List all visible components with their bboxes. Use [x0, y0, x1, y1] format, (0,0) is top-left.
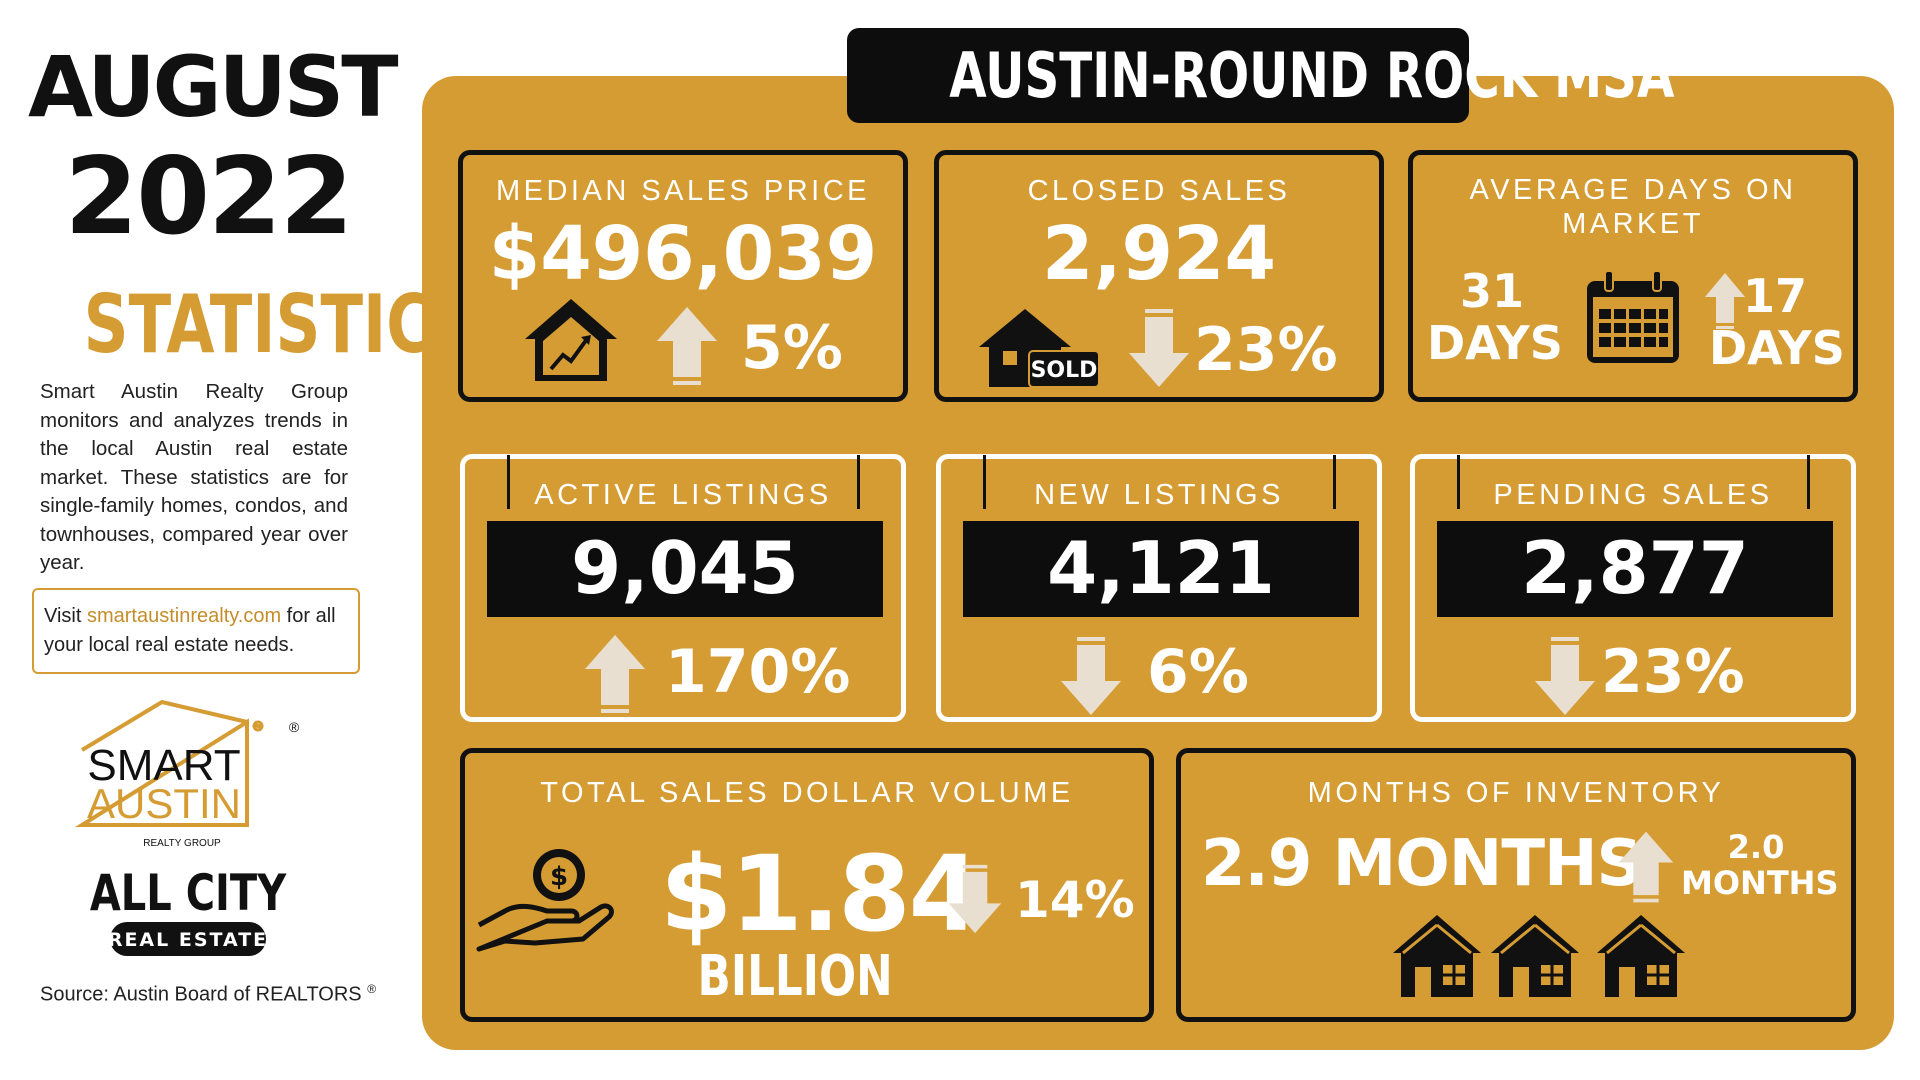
closed-label: CLOSED SALES — [1027, 175, 1291, 207]
statistics-title: STATISTICS — [83, 278, 479, 371]
median-label: MEDIAN SALES PRICE — [495, 175, 871, 207]
sign-hanger — [1457, 455, 1460, 509]
down-arrow-icon — [1127, 307, 1191, 394]
inventory-change: 2.0 MONTHS — [1681, 828, 1839, 902]
dom-change-unit: DAYS — [1709, 321, 1845, 375]
closed-change: 23% — [1194, 315, 1338, 385]
visit-prefix: Visit — [44, 605, 87, 627]
sign-hanger — [857, 455, 860, 509]
inventory-value: 2.9 MONTHS — [1201, 827, 1643, 901]
closed-sales-card: CLOSED SALES 2,924 SOLD 23% — [934, 150, 1384, 402]
source-text: Source: Austin Board of REALTORS ® — [40, 982, 377, 1006]
dom-change-num: 17 — [1743, 269, 1808, 323]
smart-logo-line2: AUSTIN — [87, 780, 241, 827]
down-arrow-icon — [1533, 635, 1597, 722]
active-change: 170% — [665, 637, 851, 707]
up-arrow-icon — [1617, 829, 1675, 910]
all-city-logo: ALL CITY REAL ESTATE — [70, 860, 310, 960]
smart-austin-logo: SMART AUSTIN ® REALTY GROUP — [72, 690, 312, 850]
active-listings-card: ACTIVE LISTINGS 9,045 170% — [460, 454, 906, 722]
active-label: ACTIVE LISTINGS — [534, 479, 832, 511]
website-link[interactable]: smartaustinrealty.com — [86, 605, 282, 627]
up-arrow-icon — [655, 305, 719, 392]
month-title: AUGUST — [28, 38, 399, 136]
pending-label: PENDING SALES — [1493, 479, 1773, 511]
visit-box: Visit smartaustinrealty.com for all your… — [32, 588, 360, 674]
house-icon — [1391, 913, 1483, 1004]
inventory-label: MONTHS OF INVENTORY — [1307, 777, 1725, 809]
median-change: 5% — [741, 313, 843, 383]
sign-hanger — [507, 455, 510, 509]
smart-logo-sub: REALTY GROUP — [143, 838, 221, 849]
money-hand-icon: $ — [475, 845, 615, 960]
inventory-card: MONTHS OF INVENTORY 2.9 MONTHS 2.0 MONTHS — [1176, 748, 1856, 1022]
pending-change: 23% — [1601, 637, 1745, 707]
volume-label: TOTAL SALES DOLLAR VOLUME — [540, 777, 1074, 809]
smart-logo-line1: SMART — [87, 741, 240, 790]
new-label: NEW LISTINGS — [1034, 479, 1284, 511]
new-value: 4,121 — [963, 521, 1359, 617]
pending-value: 2,877 — [1437, 521, 1833, 617]
calendar-icon — [1583, 267, 1683, 372]
median-value: $496,039 — [488, 211, 878, 297]
left-column: AUGUST 2022 STATISTICS Smart Austin Real… — [0, 0, 479, 1080]
dom-label: AVERAGE DAYS ON MARKET — [1469, 174, 1797, 240]
down-arrow-icon — [1059, 635, 1123, 722]
up-arrow-icon — [1703, 271, 1747, 336]
days-on-market-card: AVERAGE DAYS ON MARKET 31 DAYS 17 DAYS — [1408, 150, 1858, 402]
median-price-card: MEDIAN SALES PRICE $496,039 5% — [458, 150, 908, 402]
volume-change: 14% — [1015, 871, 1135, 929]
sold-house-icon: SOLD — [977, 305, 1117, 400]
new-listings-card: NEW LISTINGS 4,121 6% — [936, 454, 1382, 722]
description-text: Smart Austin Realty Group monitors and a… — [40, 380, 348, 574]
sold-sign-text: SOLD — [1031, 358, 1098, 383]
registered-mark: ® — [289, 719, 300, 735]
volume-unit: BILLION — [697, 944, 893, 1009]
active-value: 9,045 — [487, 521, 883, 617]
year-title: 2022 — [64, 135, 353, 258]
sign-hanger — [1333, 455, 1336, 509]
allcity-line2: REAL ESTATE — [108, 929, 268, 951]
house-chart-icon — [521, 295, 621, 390]
market-banner: AUSTIN-ROUND ROCK MSA — [847, 28, 1674, 123]
pending-sales-card: PENDING SALES 2,877 23% — [1410, 454, 1856, 722]
svg-text:$: $ — [550, 862, 568, 892]
down-arrow-icon — [947, 863, 1003, 940]
sign-hanger — [983, 455, 986, 509]
volume-value: $1.84 — [660, 833, 981, 955]
allcity-line1: ALL CITY — [90, 864, 287, 923]
house-icon — [1489, 913, 1581, 1004]
dom-value: 31 DAYS — [1427, 264, 1563, 370]
closed-value: 2,924 — [1041, 211, 1277, 297]
new-change: 6% — [1147, 637, 1249, 707]
sales-volume-card: TOTAL SALES DOLLAR VOLUME $ $1.84 BILLIO… — [460, 748, 1154, 1022]
house-icon — [1595, 913, 1687, 1004]
visit-suffix: for all your local real estate needs. — [44, 605, 336, 656]
source-mark: ® — [367, 982, 377, 996]
up-arrow-icon — [583, 633, 647, 720]
sign-hanger — [1807, 455, 1810, 509]
